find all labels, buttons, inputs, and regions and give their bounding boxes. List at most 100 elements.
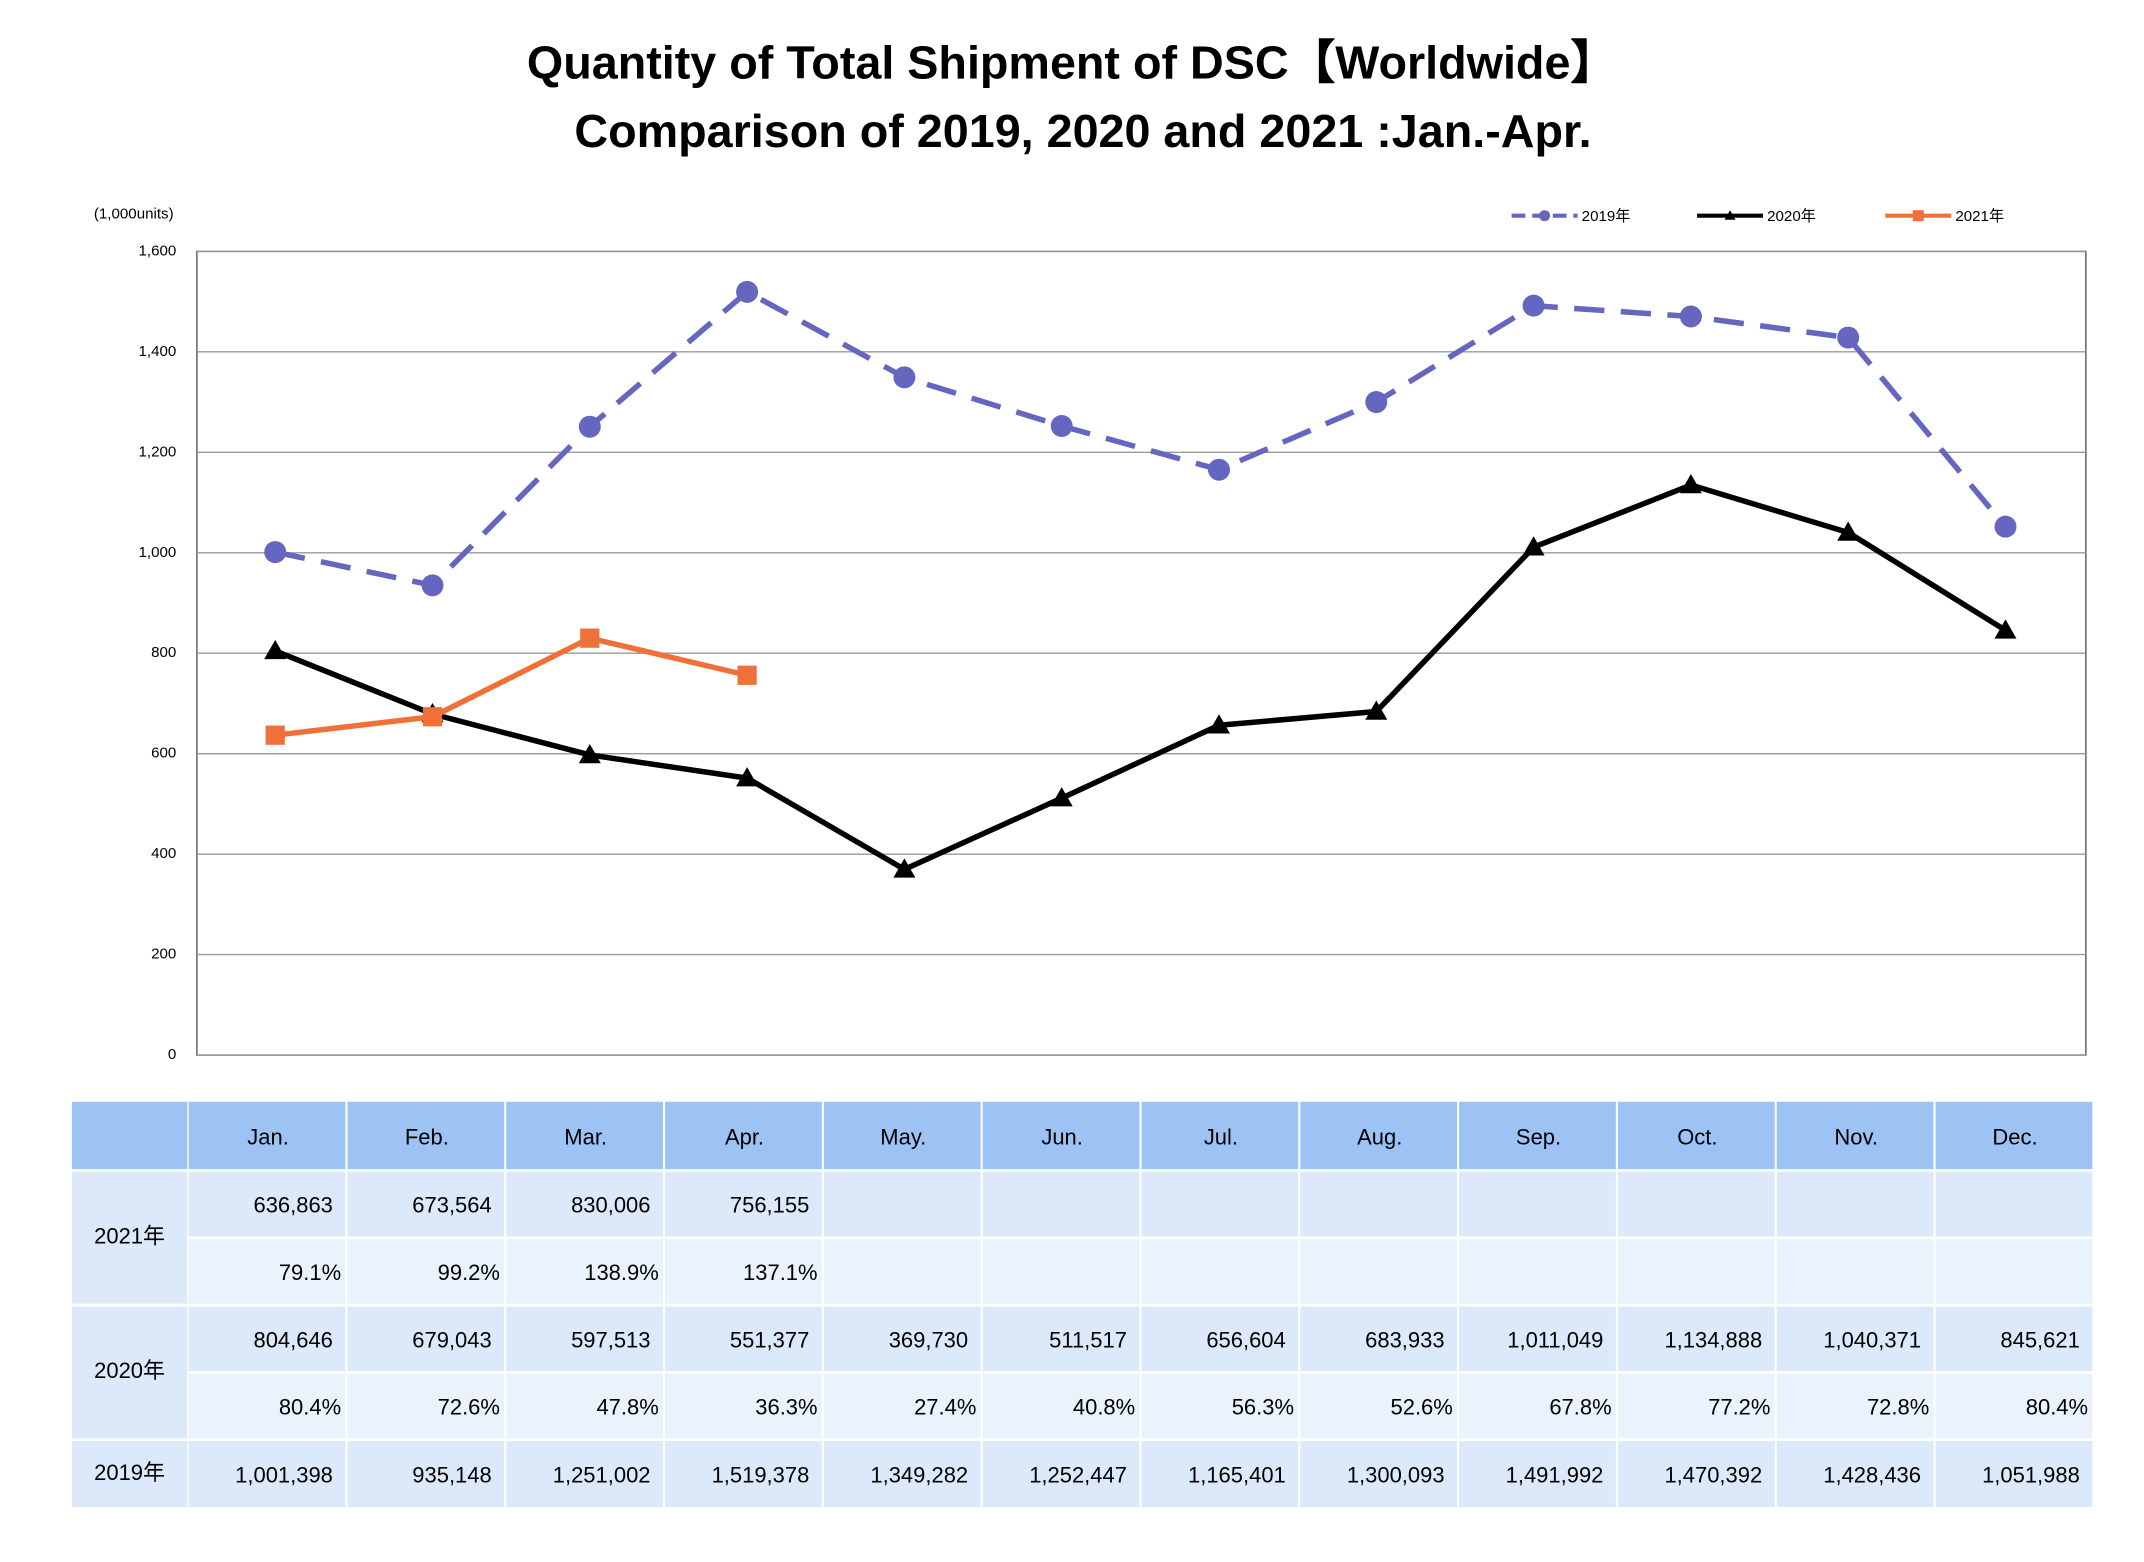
table-cell-value: 551,377 xyxy=(730,1327,809,1352)
table-header-label: Aug. xyxy=(1357,1125,1402,1150)
data-point xyxy=(1679,474,1702,494)
table-cell-value: 72.8% xyxy=(1867,1395,1929,1420)
table-cell-value: 1,519,378 xyxy=(712,1463,810,1488)
data-point xyxy=(264,541,287,564)
table-cell-value: 1,491,992 xyxy=(1506,1463,1604,1488)
table-cell xyxy=(1617,1171,1775,1237)
table-cell xyxy=(1459,1373,1616,1439)
data-point xyxy=(1365,700,1388,720)
table-cell-value: 1,428,436 xyxy=(1823,1463,1921,1488)
table-row-label: 2020年 xyxy=(94,1358,165,1383)
legend-marker xyxy=(1724,210,1736,220)
table-cell xyxy=(665,1441,822,1508)
table-cell-value: 636,863 xyxy=(253,1193,332,1218)
table-cell xyxy=(1776,1239,1934,1304)
table-cell-value: 756,155 xyxy=(730,1193,809,1218)
table-header-cell xyxy=(506,1101,664,1170)
table-cell xyxy=(1300,1171,1458,1237)
table-cell xyxy=(823,1239,981,1304)
table-cell xyxy=(188,1441,346,1508)
y-axis-label: (1,000units) xyxy=(94,205,174,222)
table-cell xyxy=(1776,1171,1934,1237)
table-cell xyxy=(347,1239,505,1304)
table-cell xyxy=(1776,1306,1934,1372)
table-cell-value: 79.1% xyxy=(279,1260,341,1285)
table-row-label-bg xyxy=(71,1441,188,1508)
table-header-label: Apr. xyxy=(725,1125,764,1150)
chart-subtitle: Comparison of 2019, 2020 and 2021 :Jan.-… xyxy=(574,105,1591,157)
table-header-label: May. xyxy=(880,1125,926,1150)
y-tick-label: 1,400 xyxy=(138,343,176,360)
table-cell xyxy=(823,1171,981,1237)
table-header-cell xyxy=(1617,1101,1775,1170)
data-point xyxy=(1994,515,2017,538)
y-tick-label: 600 xyxy=(151,745,176,762)
data-point xyxy=(1208,458,1230,481)
table-header-cell xyxy=(982,1101,1140,1170)
table-cell-value: 1,165,401 xyxy=(1188,1463,1286,1488)
data-point xyxy=(1522,536,1545,556)
table-cell-value: 52.6% xyxy=(1391,1395,1453,1420)
data-point xyxy=(893,858,916,878)
table-cell-value: 67.8% xyxy=(1549,1395,1611,1420)
data-point xyxy=(265,725,285,745)
table-cell xyxy=(1459,1441,1616,1508)
y-tick-label: 200 xyxy=(151,946,176,963)
data-point xyxy=(736,767,759,787)
y-tick-label: 1,000 xyxy=(138,544,176,561)
table-cell-value: 935,148 xyxy=(412,1463,491,1488)
table-cell xyxy=(982,1373,1140,1439)
table-cell-value: 99.2% xyxy=(438,1260,500,1285)
table-header-label: Sep. xyxy=(1516,1125,1561,1150)
table-cell xyxy=(665,1171,822,1237)
table-cell xyxy=(823,1306,981,1372)
table-cell xyxy=(1617,1441,1775,1508)
table-cell xyxy=(1617,1373,1775,1439)
table-cell-value: 845,621 xyxy=(2000,1327,2079,1352)
table-cell xyxy=(1459,1239,1616,1304)
table-cell-value: 138.9% xyxy=(584,1260,659,1285)
table-cell xyxy=(1300,1239,1458,1304)
table-cell xyxy=(1776,1373,1934,1439)
table-cell-value: 830,006 xyxy=(571,1193,650,1218)
table-cell xyxy=(1300,1441,1458,1508)
table-row-label-bg xyxy=(71,1306,188,1439)
data-point xyxy=(1522,294,1545,317)
y-tick-label: 0 xyxy=(168,1046,176,1063)
table-cell-value: 137.1% xyxy=(743,1260,818,1285)
table-cell xyxy=(1141,1239,1299,1304)
table-cell-value: 1,051,988 xyxy=(1982,1463,2080,1488)
table-header-cell xyxy=(1935,1101,2093,1170)
table-cell xyxy=(665,1373,822,1439)
data-point xyxy=(736,280,759,303)
table-cell-value: 1,001,398 xyxy=(235,1463,333,1488)
table-cell-value: 804,646 xyxy=(253,1327,332,1352)
table-cell xyxy=(1935,1306,2093,1372)
table-cell-value: 56.3% xyxy=(1232,1395,1294,1420)
data-point xyxy=(422,707,443,727)
data-point xyxy=(580,628,600,648)
data-point xyxy=(1365,391,1388,414)
table-cell xyxy=(823,1441,981,1508)
table-cell xyxy=(1459,1171,1616,1237)
table-cell xyxy=(188,1373,346,1439)
table-cell xyxy=(1617,1306,1775,1372)
table-cell xyxy=(1617,1239,1775,1304)
data-point xyxy=(1208,714,1230,734)
table-cell-value: 679,043 xyxy=(412,1327,491,1352)
table-cell xyxy=(347,1306,505,1372)
table-header-label: Jun. xyxy=(1041,1125,1083,1150)
table-cell xyxy=(1300,1306,1458,1372)
table-cell xyxy=(506,1306,664,1372)
legend-label: 2019年 xyxy=(1582,208,1631,225)
table-cell-value: 1,040,371 xyxy=(1823,1327,1921,1352)
table-cell-value: 1,349,282 xyxy=(870,1463,968,1488)
table-cell xyxy=(1459,1306,1616,1372)
table-cell-value: 1,134,888 xyxy=(1664,1327,1762,1352)
table-row-label: 2021年 xyxy=(94,1224,165,1249)
table-cell xyxy=(347,1373,505,1439)
table-header-label: Jan. xyxy=(247,1125,289,1150)
data-point xyxy=(264,639,287,660)
data-point xyxy=(1050,787,1073,807)
